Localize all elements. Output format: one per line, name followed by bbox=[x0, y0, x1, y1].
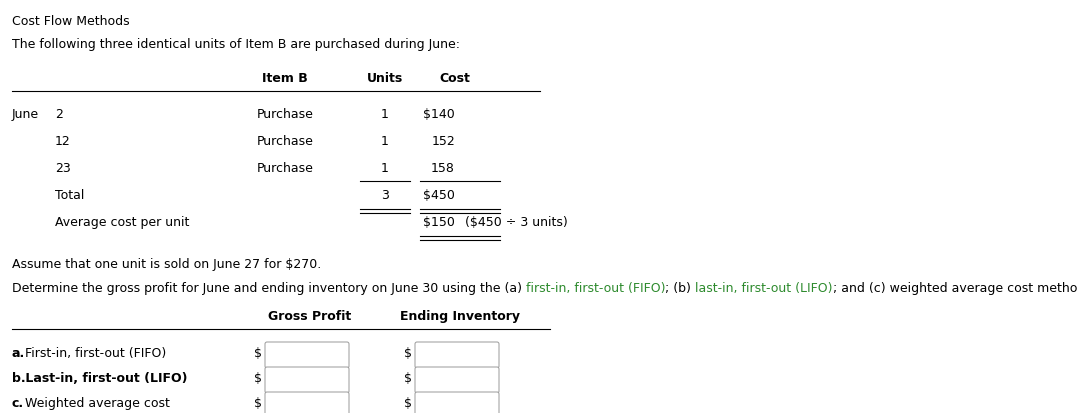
Text: Units: Units bbox=[367, 72, 403, 85]
Text: Determine the gross profit for June and ending inventory on June 30 using the (a: Determine the gross profit for June and … bbox=[12, 281, 526, 294]
FancyBboxPatch shape bbox=[415, 342, 498, 368]
FancyBboxPatch shape bbox=[265, 367, 349, 393]
Text: Average cost per unit: Average cost per unit bbox=[55, 216, 189, 228]
Text: 158: 158 bbox=[431, 161, 455, 175]
Text: The following three identical units of Item B are purchased during June:: The following three identical units of I… bbox=[12, 38, 460, 51]
Text: Purchase: Purchase bbox=[256, 161, 314, 175]
Text: $150: $150 bbox=[424, 216, 455, 228]
Text: first-in, first-out (FIFO): first-in, first-out (FIFO) bbox=[526, 281, 666, 294]
Text: June: June bbox=[12, 108, 39, 121]
Text: 1: 1 bbox=[381, 135, 389, 147]
Text: Purchase: Purchase bbox=[256, 135, 314, 147]
Text: First-in, first-out (FIFO): First-in, first-out (FIFO) bbox=[21, 346, 166, 359]
Text: 152: 152 bbox=[431, 135, 455, 147]
Text: $: $ bbox=[404, 371, 412, 384]
Text: Ending Inventory: Ending Inventory bbox=[400, 309, 520, 322]
Text: 1: 1 bbox=[381, 161, 389, 175]
Text: Purchase: Purchase bbox=[256, 108, 314, 121]
FancyBboxPatch shape bbox=[415, 392, 498, 413]
Text: $: $ bbox=[254, 346, 262, 359]
Text: 2: 2 bbox=[55, 108, 63, 121]
FancyBboxPatch shape bbox=[265, 392, 349, 413]
Text: $140: $140 bbox=[424, 108, 455, 121]
Text: Last-in, first-out (LIFO): Last-in, first-out (LIFO) bbox=[21, 371, 188, 384]
Text: Weighted average cost: Weighted average cost bbox=[21, 396, 169, 409]
Text: last-in, first-out (LIFO): last-in, first-out (LIFO) bbox=[695, 281, 833, 294]
Text: $: $ bbox=[404, 396, 412, 409]
Text: $: $ bbox=[404, 346, 412, 359]
Text: 12: 12 bbox=[55, 135, 71, 147]
Text: $450: $450 bbox=[424, 189, 455, 202]
Text: Assume that one unit is sold on June 27 for $270.: Assume that one unit is sold on June 27 … bbox=[12, 257, 321, 271]
FancyBboxPatch shape bbox=[265, 342, 349, 368]
Text: a.: a. bbox=[12, 346, 25, 359]
Text: $: $ bbox=[254, 396, 262, 409]
Text: ($450 ÷ 3 units): ($450 ÷ 3 units) bbox=[465, 216, 568, 228]
Text: c.: c. bbox=[12, 396, 24, 409]
Text: Cost Flow Methods: Cost Flow Methods bbox=[12, 15, 129, 28]
Text: ; and (c) weighted average cost metho: ; and (c) weighted average cost metho bbox=[833, 281, 1077, 294]
Text: 3: 3 bbox=[381, 189, 389, 202]
Text: 1: 1 bbox=[381, 108, 389, 121]
Text: ; (b): ; (b) bbox=[666, 281, 695, 294]
Text: Cost: Cost bbox=[440, 72, 470, 85]
Text: b.: b. bbox=[12, 371, 26, 384]
Text: 23: 23 bbox=[55, 161, 71, 175]
Text: Gross Profit: Gross Profit bbox=[268, 309, 352, 322]
Text: $: $ bbox=[254, 371, 262, 384]
Text: Item B: Item B bbox=[262, 72, 307, 85]
FancyBboxPatch shape bbox=[415, 367, 498, 393]
Text: Total: Total bbox=[55, 189, 85, 202]
